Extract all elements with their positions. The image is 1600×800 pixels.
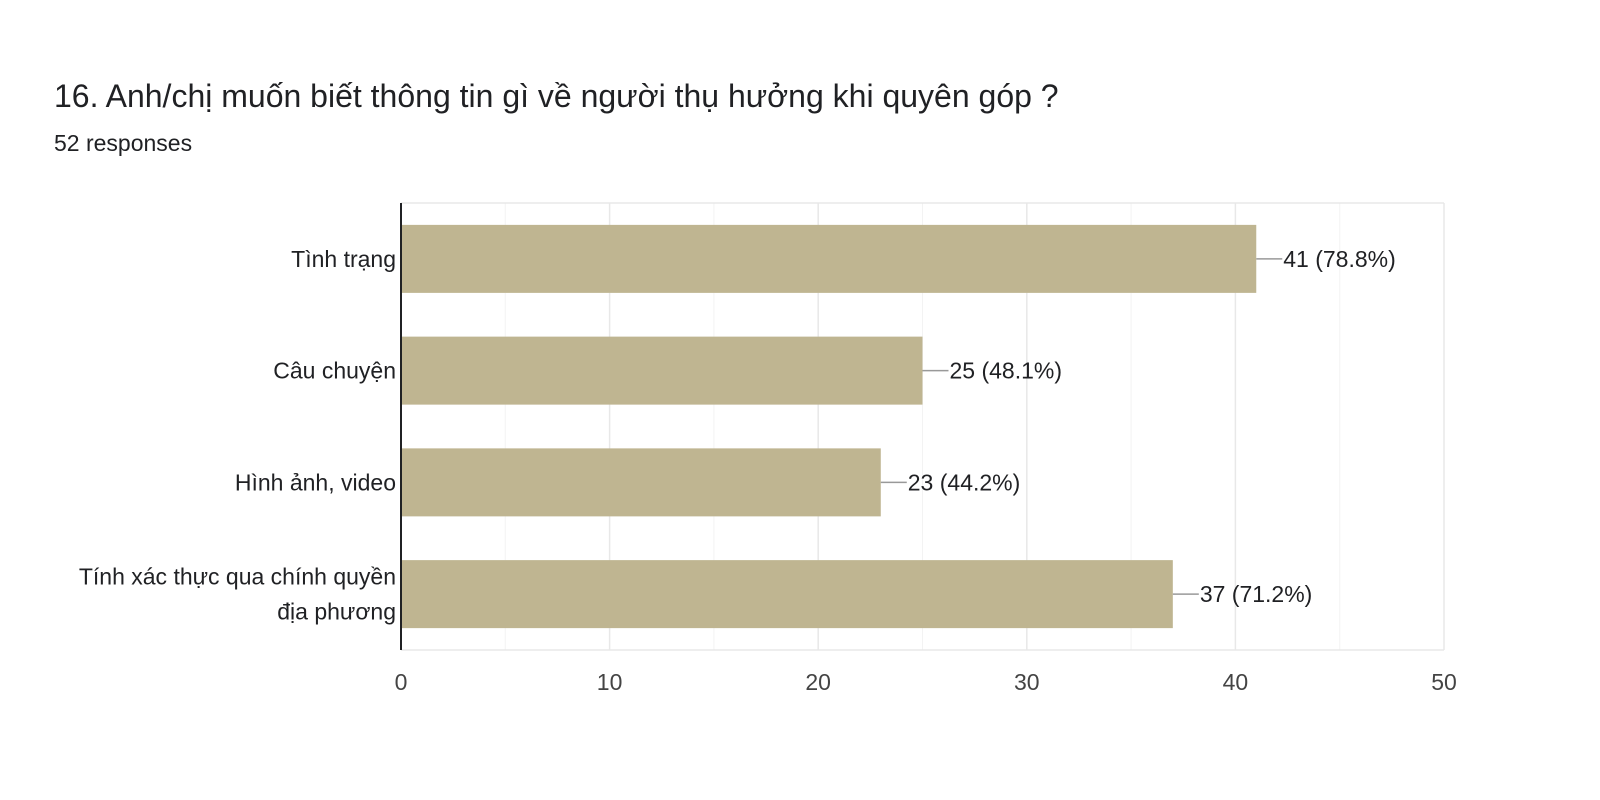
x-tick-label: 0 xyxy=(395,669,408,695)
data-label: 37 (71.2%) xyxy=(1200,581,1313,607)
data-label: 23 (44.2%) xyxy=(908,469,1021,495)
bar[interactable] xyxy=(401,448,881,517)
x-tick-label: 40 xyxy=(1223,669,1249,695)
category-label: Hình ảnh, video xyxy=(235,469,396,495)
bar[interactable] xyxy=(401,336,923,405)
data-label: 41 (78.8%) xyxy=(1283,246,1396,272)
category-label: Tình trạng xyxy=(291,246,396,272)
category-label: Tính xác thực qua chính quyền xyxy=(79,564,396,590)
response-count: 52 responses xyxy=(54,130,193,156)
x-tick-label: 20 xyxy=(805,669,831,695)
category-label: địa phương xyxy=(277,599,396,625)
x-tick-label: 10 xyxy=(597,669,623,695)
data-label: 25 (48.1%) xyxy=(950,358,1063,384)
category-label: Câu chuyện xyxy=(273,358,396,384)
bar[interactable] xyxy=(401,224,1257,293)
question-title: 16. Anh/chị muốn biết thông tin gì về ng… xyxy=(54,78,1059,114)
x-tick-label: 50 xyxy=(1431,669,1457,695)
bar[interactable] xyxy=(401,560,1173,629)
x-tick-label: 30 xyxy=(1014,669,1040,695)
